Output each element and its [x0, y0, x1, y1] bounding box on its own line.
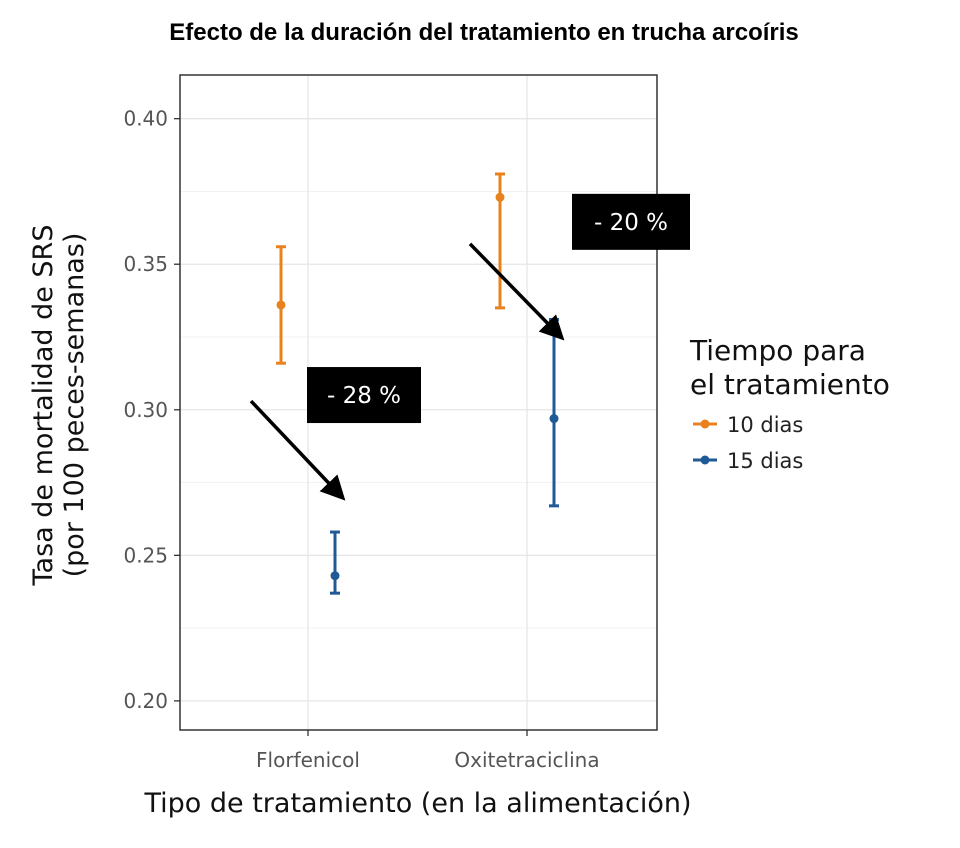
y-tick-label: 0.40: [123, 107, 168, 131]
x-axis: Florfenicol Oxitetraciclina: [256, 730, 600, 772]
annotation-arrow: [468, 242, 565, 341]
point-15-dias: [549, 414, 559, 424]
legend-key-point: [700, 455, 710, 465]
annotation-arrow: [249, 399, 346, 501]
plot-border: [179, 74, 658, 731]
y-tick-label: 0.35: [123, 252, 168, 276]
legend-key-point: [700, 419, 710, 429]
annotation-box: [307, 367, 421, 424]
chart-title: Efecto de la duración del tratamiento en…: [169, 19, 799, 46]
y-tick-label: 0.25: [123, 543, 168, 567]
point-15-dias: [330, 571, 340, 581]
legend-items: 10 dias 15 dias: [693, 413, 803, 473]
annotations: - 28 % - 20 %: [249, 193, 690, 501]
y-axis-title-line1: Tasa de mortalidad de SRS: [28, 225, 59, 587]
y-tick-label: 0.30: [123, 398, 168, 422]
x-tick-label: Florfenicol: [256, 748, 360, 772]
legend-label: 15 dias: [727, 449, 803, 473]
annotation-label: - 20 %: [594, 210, 668, 236]
x-axis-title: Tipo de tratamiento (en la alimentación): [143, 788, 691, 819]
legend-title-line1: Tiempo para: [689, 334, 866, 367]
x-tick-label: Oxitetraciclina: [454, 748, 599, 772]
y-axis: 0.20 0.25 0.30 0.35 0.40: [123, 107, 180, 713]
point-10-dias: [276, 300, 286, 310]
annotation-box: [572, 193, 690, 250]
annotation-label: - 28 %: [327, 383, 401, 409]
y-axis-title-line2: (por 100 peces-semanas): [59, 233, 90, 578]
y-tick-label: 0.20: [123, 689, 168, 713]
legend-title-line2: el tratamiento: [690, 368, 890, 401]
point-10-dias: [495, 192, 505, 202]
legend-label: 10 dias: [727, 413, 803, 437]
legend: Tiempo para el tratamiento 10 dias 15 dia…: [689, 334, 890, 473]
